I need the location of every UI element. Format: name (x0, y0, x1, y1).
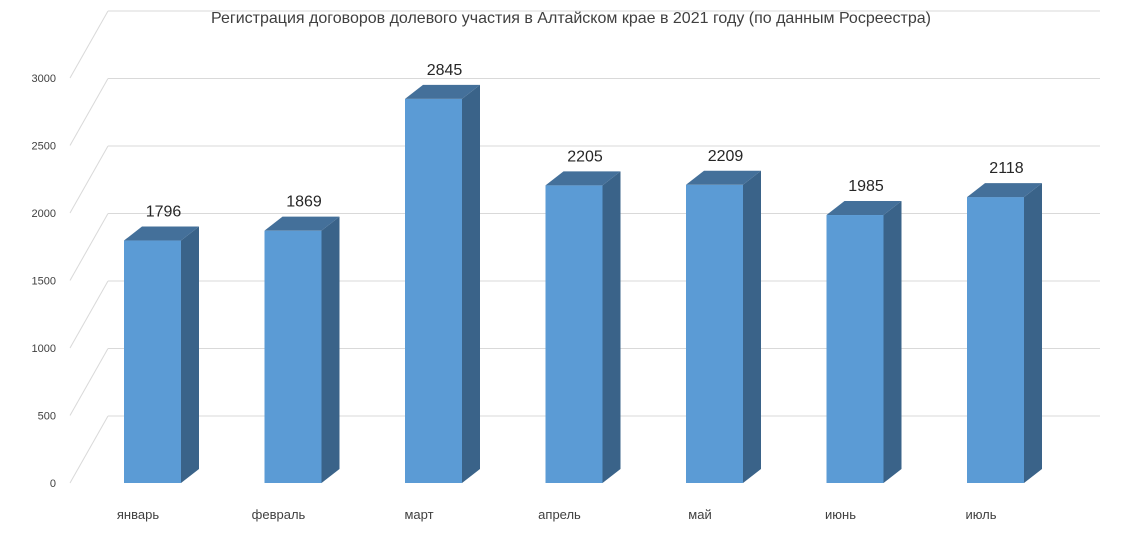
y-tick-label: 0 (50, 478, 56, 490)
bar-4 (545, 185, 603, 483)
y-tick-label: 1000 (32, 343, 56, 355)
bar-side-5 (743, 170, 761, 483)
bar-2 (264, 230, 322, 483)
gridline-depth (69, 145, 109, 214)
x-tick-label: май (688, 507, 711, 522)
bar-top-7 (967, 183, 1042, 198)
bar-side-3 (462, 84, 480, 484)
gridline-depth (69, 280, 109, 349)
bar-3 (405, 98, 462, 484)
x-tick-label: январь (117, 507, 159, 522)
gridline-depth (69, 10, 109, 79)
x-tick-label: июнь (825, 507, 856, 522)
bar-side-7 (1024, 183, 1042, 483)
bar-side-6 (883, 201, 902, 483)
data-label: 2205 (567, 148, 603, 165)
y-tick-label: 2500 (32, 141, 56, 153)
data-label: 1869 (286, 194, 322, 211)
data-label: 2118 (989, 160, 1024, 177)
bar-top-2 (264, 216, 340, 231)
data-label: 1796 (146, 204, 182, 221)
bar-side-4 (602, 171, 621, 483)
bar-1 (124, 240, 181, 483)
chart-title: Регистрация договоров долевого участия в… (211, 10, 931, 27)
data-label: 1985 (848, 178, 884, 195)
data-label: 2845 (427, 62, 463, 79)
bars (124, 84, 1042, 484)
x-tick-label: март (404, 507, 433, 522)
gridline-depth (69, 348, 109, 416)
x-tick-label: февраль (252, 507, 306, 522)
x-tick-label: июль (965, 507, 996, 522)
bar-top-1 (124, 226, 199, 241)
bar-top-4 (545, 171, 621, 186)
x-tick-label: апрель (538, 507, 581, 522)
gridline-depth (69, 415, 109, 484)
bar-side-1 (181, 226, 199, 484)
bar-top-5 (686, 170, 761, 185)
bar-5 (686, 184, 743, 483)
y-tick-label: 500 (38, 411, 56, 423)
data-label: 2209 (708, 148, 744, 165)
y-axis-ticks: 0 500 1000 1500 2000 2500 3000 (32, 73, 56, 490)
bar-top-6 (826, 201, 902, 216)
bar-side-2 (321, 216, 340, 483)
bar-top-3 (405, 84, 480, 99)
y-tick-label: 2000 (32, 208, 56, 220)
bar-7 (967, 197, 1024, 483)
x-axis-ticks: январь февраль март апрель май июнь июль (117, 507, 997, 522)
y-tick-label: 1500 (32, 276, 56, 288)
data-labels: 1796 1869 2845 2205 2209 1985 2118 (146, 62, 1024, 221)
y-tick-label: 3000 (32, 73, 56, 85)
gridline-depth (69, 213, 109, 281)
bar-6 (826, 215, 884, 483)
gridline-depth (69, 78, 109, 146)
